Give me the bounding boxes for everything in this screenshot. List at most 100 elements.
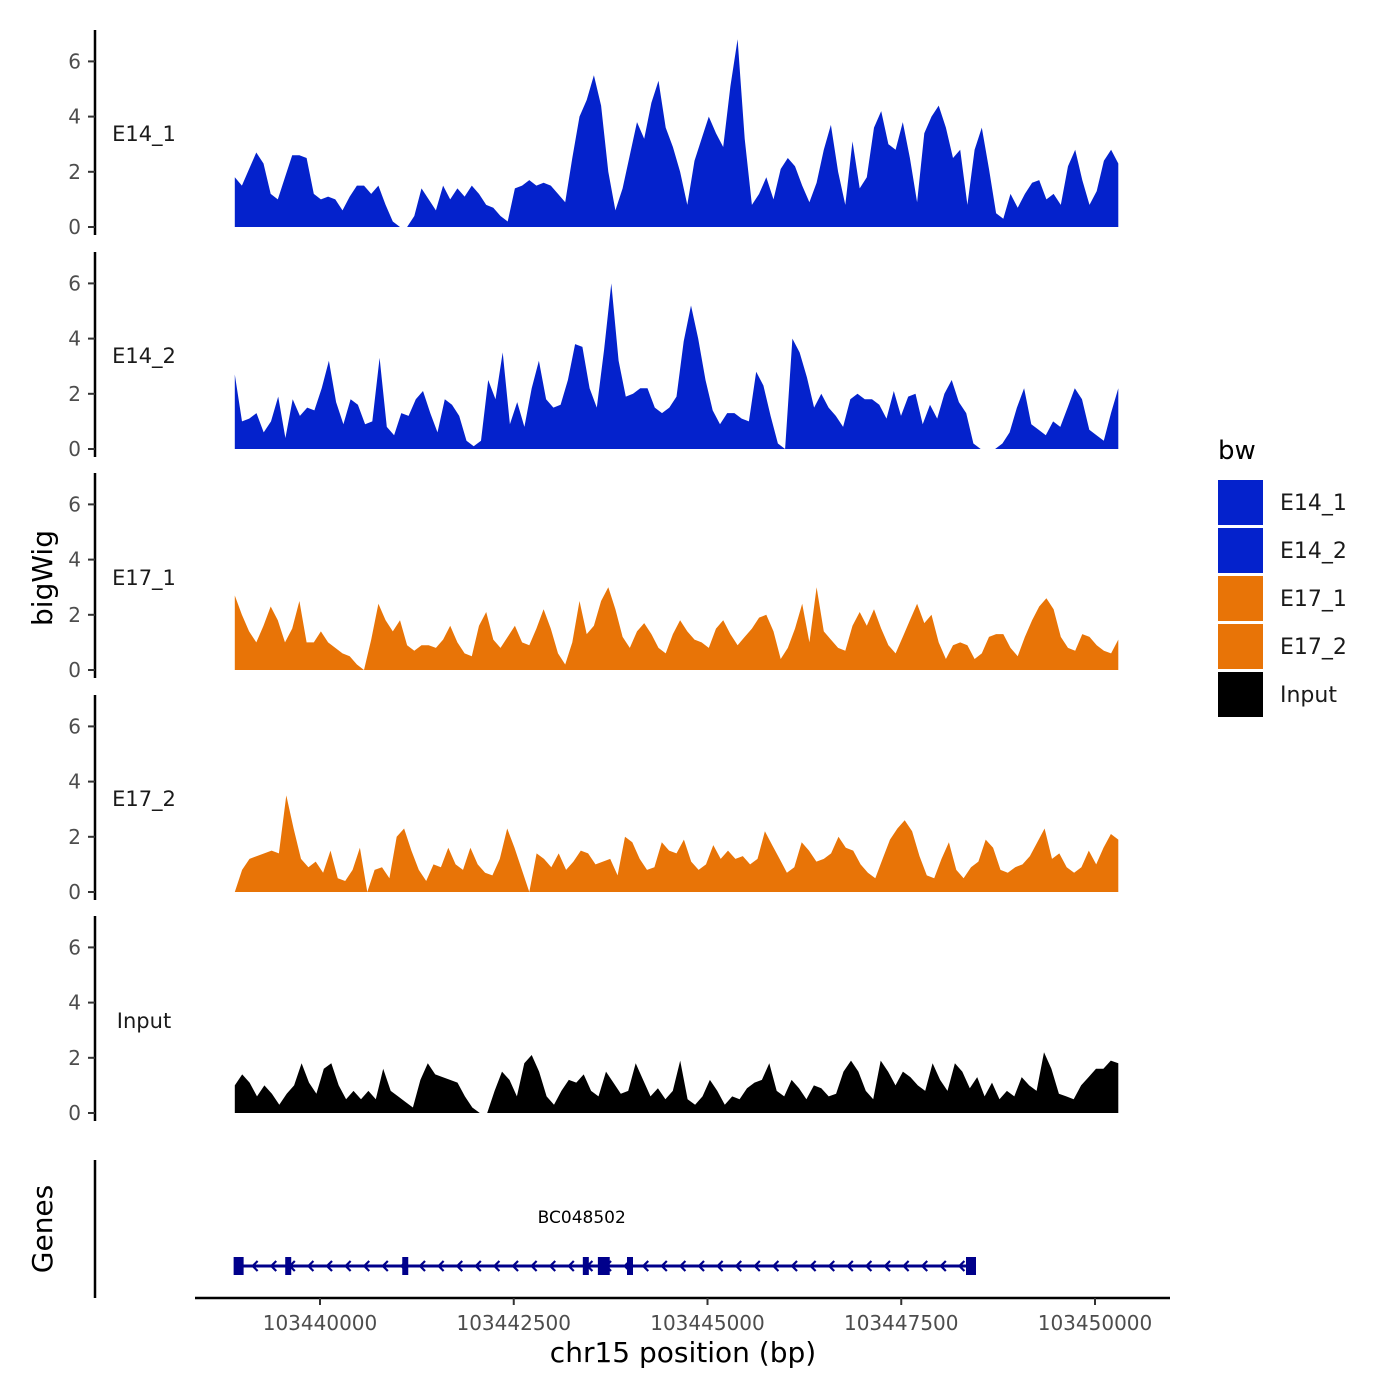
- strand-arrow: [344, 1260, 352, 1272]
- y-tick-label: 4: [68, 991, 81, 1015]
- strand-arrow: [325, 1260, 333, 1272]
- strand-arrow: [362, 1260, 371, 1272]
- y-tick-label: 2: [68, 1046, 81, 1070]
- track-e17_1: 0 2 4 6 E17_1: [68, 473, 1119, 682]
- signal-area-e17_1: [234, 587, 1119, 670]
- strand-arrow: [455, 1260, 464, 1272]
- y-axis-title: bigWig: [26, 530, 59, 626]
- legend-label: E17_2: [1280, 635, 1347, 660]
- y-tick-label: 6: [68, 271, 81, 295]
- y-tick-label: 6: [68, 49, 81, 73]
- y-tick-label: 6: [68, 492, 81, 516]
- strand-arrow: [734, 1260, 743, 1272]
- strand-arrow: [957, 1260, 966, 1272]
- track-e14_1: 0 2 4 6 E14_1: [68, 30, 1119, 239]
- x-tick-label: 103450000: [1038, 1311, 1153, 1335]
- y-tick-label: 6: [68, 714, 81, 738]
- x-axis: 103440000 103442500 103445000 103447500 1034…: [195, 1296, 1170, 1335]
- strand-arrow: [771, 1260, 780, 1272]
- strand-arrow: [902, 1260, 910, 1272]
- strand-arrow: [809, 1260, 817, 1272]
- legend-key-e17_2: [1218, 624, 1263, 669]
- exon: [402, 1257, 409, 1275]
- strand-arrow: [697, 1260, 705, 1272]
- strand-arrow: [251, 1260, 259, 1272]
- track-label: E14_1: [112, 122, 176, 147]
- y-tick-label: 0: [68, 880, 81, 904]
- x-tick-label: 103447500: [844, 1311, 959, 1335]
- track-label: E17_2: [112, 787, 176, 812]
- y-tick-label: 2: [68, 603, 81, 627]
- y-tick-label: 0: [68, 658, 81, 682]
- exon: [582, 1257, 589, 1275]
- track-input: 0 2 4 6 Input: [68, 916, 1119, 1125]
- legend: E14_1 E14_2 E17_1 E17_2 Input: [1218, 480, 1347, 717]
- exon: [285, 1257, 292, 1275]
- gene-label: BC048502: [538, 1208, 626, 1228]
- y-tick-label: 0: [68, 215, 81, 239]
- exon: [627, 1257, 633, 1275]
- strand-arrow: [753, 1260, 761, 1272]
- strand-arrow: [883, 1260, 891, 1272]
- strand-arrow: [511, 1260, 519, 1272]
- gene-track-title: Genes: [26, 1185, 59, 1273]
- strand-arrow: [790, 1260, 798, 1272]
- y-tick-label: 0: [68, 437, 81, 461]
- track-label: E14_2: [112, 344, 176, 369]
- y-tick-label: 2: [68, 160, 81, 184]
- track-e17_2: 0 2 4 6 E17_2: [68, 695, 1119, 904]
- strand-arrow: [716, 1260, 724, 1272]
- x-tick-label: 103442500: [456, 1311, 571, 1335]
- exon: [233, 1257, 244, 1275]
- x-tick-label: 103445000: [650, 1311, 765, 1335]
- track-e14_2: 0 2 4 6 E14_2: [68, 252, 1119, 461]
- y-tick-label: 0: [68, 1101, 81, 1125]
- strand-arrow: [864, 1260, 873, 1272]
- strand-arrow: [306, 1260, 315, 1272]
- exon: [603, 1257, 610, 1275]
- y-tick-label: 2: [68, 382, 81, 406]
- x-axis-title: chr15 position (bp): [550, 1336, 816, 1369]
- y-tick-label: 4: [68, 327, 81, 351]
- exon: [597, 1257, 608, 1275]
- signal-area-e14_2: [234, 283, 1119, 449]
- strand-arrow: [381, 1260, 389, 1272]
- legend-key-e14_2: [1218, 528, 1263, 573]
- strand-arrow: [474, 1260, 482, 1272]
- strand-arrow: [827, 1260, 836, 1272]
- strand-arrow: [920, 1260, 929, 1272]
- x-tick-label: 103440000: [263, 1311, 378, 1335]
- signal-area-e14_1: [234, 39, 1119, 227]
- strand-arrow: [269, 1260, 278, 1272]
- strand-arrow: [492, 1260, 501, 1272]
- track-label: E17_1: [112, 566, 176, 591]
- strand-arrow: [641, 1260, 650, 1272]
- strand-arrow: [567, 1260, 575, 1272]
- strand-arrow: [660, 1260, 668, 1272]
- tracks-group: 0 2 4 6 E14_1 0 2 4 6 E14_2 0 2 4 6 E17_1 0 2 4 6 E17_2 0 2 4 6…: [68, 30, 1119, 1125]
- y-tick-label: 6: [68, 935, 81, 959]
- exon: [966, 1257, 976, 1275]
- legend-key-e17_1: [1218, 576, 1263, 621]
- y-tick-label: 2: [68, 825, 81, 849]
- legend-title: bw: [1218, 436, 1256, 466]
- legend-label: Input: [1280, 683, 1337, 708]
- legend-label: E14_1: [1280, 491, 1347, 516]
- strand-arrow: [846, 1260, 854, 1272]
- strand-arrow: [530, 1260, 538, 1272]
- strand-arrow: [939, 1260, 947, 1272]
- legend-label: E17_1: [1280, 587, 1347, 612]
- track-label: Input: [117, 1009, 171, 1033]
- y-tick-label: 4: [68, 105, 81, 129]
- strand-arrow: [418, 1260, 426, 1272]
- strand-arrow: [678, 1260, 687, 1272]
- signal-area-input: [234, 1052, 1119, 1113]
- y-tick-label: 4: [68, 770, 81, 794]
- legend-key-input: [1218, 672, 1263, 717]
- strand-arrow: [437, 1260, 445, 1272]
- strand-arrow: [548, 1260, 557, 1272]
- legend-label: E14_2: [1280, 539, 1347, 564]
- signal-area-e17_2: [234, 795, 1119, 892]
- legend-key-e14_1: [1218, 480, 1263, 525]
